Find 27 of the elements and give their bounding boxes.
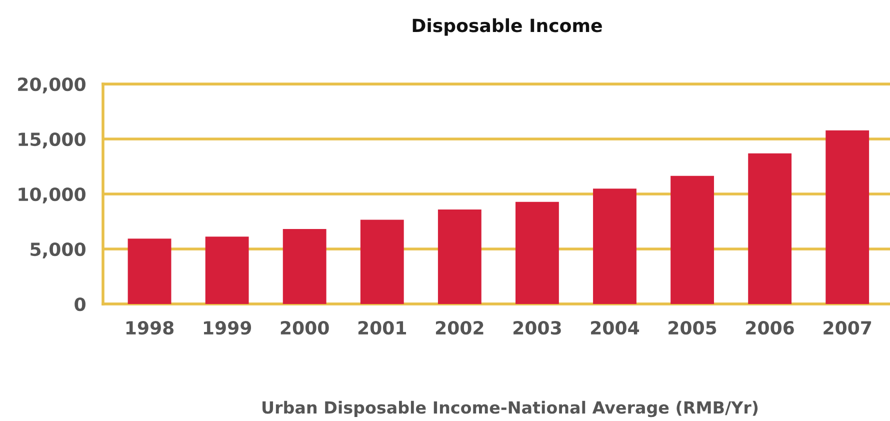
bar — [282, 228, 326, 304]
bar — [438, 210, 482, 304]
x-tick-label: 1998 — [126, 320, 174, 335]
x-tick-label: 2005 — [668, 320, 716, 335]
x-tick-label: 2003 — [514, 320, 561, 335]
bar — [593, 188, 636, 304]
x-tick-label: 1999 — [204, 321, 252, 335]
bar — [826, 130, 870, 304]
x-tick-label: 2004 — [591, 320, 640, 335]
x-tick-label: 2002 — [436, 320, 484, 335]
y-tick-label: 0 — [74, 297, 86, 312]
x-tick-label: 2006 — [746, 320, 794, 335]
y-tick-label: 10,000 — [18, 187, 86, 204]
y-tick-label: 20,000 — [18, 77, 86, 94]
bar — [128, 238, 172, 304]
y-tick-label: 15,000 — [18, 132, 86, 148]
bar — [205, 236, 249, 304]
bar — [670, 176, 714, 304]
bar — [748, 153, 792, 304]
y-tick-label: 5,000 — [30, 242, 86, 258]
bar — [360, 220, 404, 304]
x-tick-label: 2001 — [358, 320, 406, 335]
x-tick-label: 2000 — [280, 320, 329, 335]
chart-title: Disposable Income — [412, 18, 602, 36]
bar — [515, 202, 559, 304]
x-axis-title: Urban Disposable Income-National Average (RMB/Yr) — [262, 400, 758, 418]
x-tick-label: 2007 — [824, 320, 872, 335]
